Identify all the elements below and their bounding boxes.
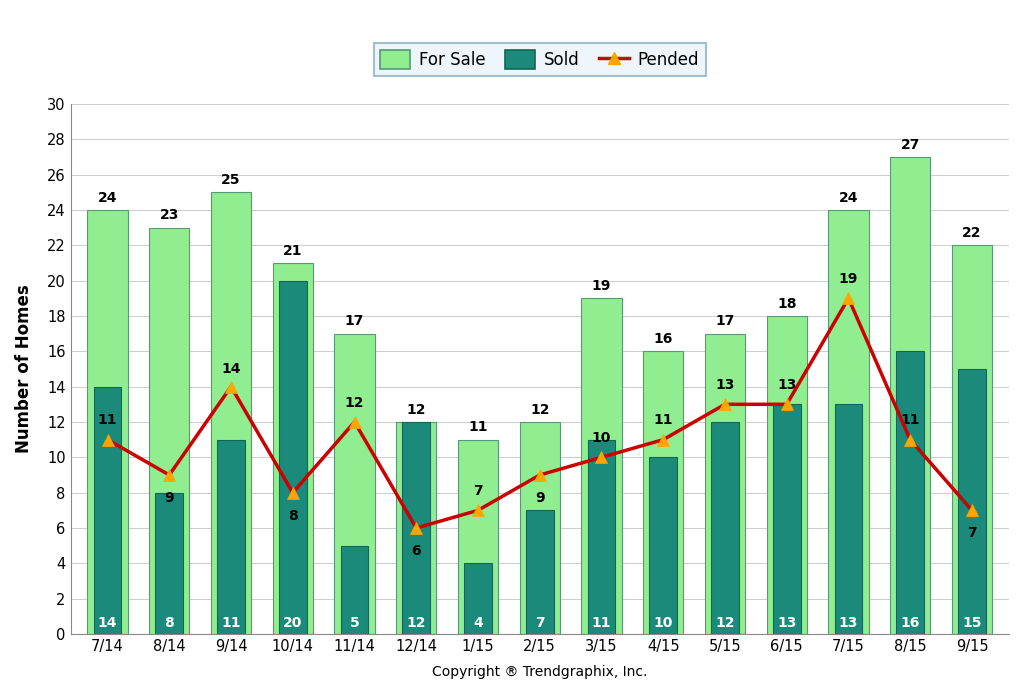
Bar bbox=[890, 157, 930, 634]
Bar bbox=[93, 387, 122, 634]
Bar bbox=[520, 422, 560, 634]
Bar bbox=[952, 245, 992, 634]
Bar bbox=[396, 422, 436, 634]
Bar bbox=[464, 564, 492, 634]
Bar bbox=[828, 210, 868, 634]
Bar bbox=[711, 422, 739, 634]
Text: 20: 20 bbox=[283, 616, 302, 629]
Bar bbox=[649, 457, 677, 634]
Text: 21: 21 bbox=[283, 244, 302, 257]
Bar bbox=[341, 545, 369, 634]
Text: 7: 7 bbox=[473, 484, 483, 498]
Text: 22: 22 bbox=[963, 226, 982, 240]
Bar bbox=[279, 280, 306, 634]
Text: 11: 11 bbox=[900, 413, 920, 428]
Bar bbox=[211, 192, 251, 634]
Bar bbox=[582, 298, 622, 634]
Text: 6: 6 bbox=[412, 544, 421, 558]
Bar bbox=[458, 439, 498, 634]
Text: 11: 11 bbox=[592, 616, 611, 629]
Bar bbox=[402, 422, 430, 634]
Text: 12: 12 bbox=[530, 403, 550, 416]
Text: 5: 5 bbox=[349, 616, 359, 629]
Text: 12: 12 bbox=[407, 616, 426, 629]
Bar bbox=[526, 510, 554, 634]
Text: 17: 17 bbox=[345, 314, 365, 328]
Text: 9: 9 bbox=[165, 491, 174, 505]
Y-axis label: Number of Homes: Number of Homes bbox=[15, 285, 33, 453]
Text: 11: 11 bbox=[653, 413, 673, 428]
Bar bbox=[643, 351, 683, 634]
Text: 12: 12 bbox=[407, 403, 426, 416]
Text: 14: 14 bbox=[221, 362, 241, 376]
Text: 18: 18 bbox=[777, 296, 797, 311]
Bar bbox=[705, 334, 745, 634]
Bar bbox=[588, 439, 615, 634]
Text: 4: 4 bbox=[473, 616, 483, 629]
Text: 12: 12 bbox=[345, 396, 365, 409]
Bar bbox=[272, 263, 313, 634]
Text: 10: 10 bbox=[592, 431, 611, 445]
Text: 15: 15 bbox=[963, 616, 982, 629]
Text: 11: 11 bbox=[221, 616, 241, 629]
Text: 13: 13 bbox=[777, 616, 797, 629]
Text: 16: 16 bbox=[653, 332, 673, 346]
Bar bbox=[156, 493, 183, 634]
X-axis label: Copyright ® Trendgraphix, Inc.: Copyright ® Trendgraphix, Inc. bbox=[432, 665, 647, 679]
Bar bbox=[767, 316, 807, 634]
Text: 25: 25 bbox=[221, 173, 241, 187]
Text: 17: 17 bbox=[716, 314, 734, 328]
Bar bbox=[335, 334, 375, 634]
Text: 13: 13 bbox=[777, 378, 797, 392]
Text: 19: 19 bbox=[592, 279, 611, 293]
Text: 16: 16 bbox=[900, 616, 920, 629]
Text: 9: 9 bbox=[535, 491, 545, 505]
Text: 24: 24 bbox=[839, 191, 858, 205]
Text: 24: 24 bbox=[98, 191, 118, 205]
Text: 23: 23 bbox=[160, 208, 179, 222]
Text: 13: 13 bbox=[716, 378, 734, 392]
Text: 14: 14 bbox=[98, 616, 118, 629]
Text: 11: 11 bbox=[98, 413, 118, 428]
Text: 27: 27 bbox=[900, 137, 920, 151]
Bar bbox=[87, 210, 128, 634]
Text: 10: 10 bbox=[653, 616, 673, 629]
Text: 19: 19 bbox=[839, 272, 858, 286]
Legend: For Sale, Sold, Pended: For Sale, Sold, Pended bbox=[374, 43, 706, 76]
Text: 11: 11 bbox=[468, 421, 487, 434]
Text: 8: 8 bbox=[288, 509, 298, 523]
Text: 12: 12 bbox=[715, 616, 735, 629]
Bar bbox=[773, 405, 801, 634]
Bar bbox=[150, 228, 189, 634]
Text: 7: 7 bbox=[535, 616, 545, 629]
Bar bbox=[217, 439, 245, 634]
Text: 8: 8 bbox=[165, 616, 174, 629]
Bar bbox=[958, 369, 986, 634]
Bar bbox=[896, 351, 924, 634]
Bar bbox=[835, 405, 862, 634]
Text: 7: 7 bbox=[967, 526, 977, 540]
Text: 13: 13 bbox=[839, 616, 858, 629]
